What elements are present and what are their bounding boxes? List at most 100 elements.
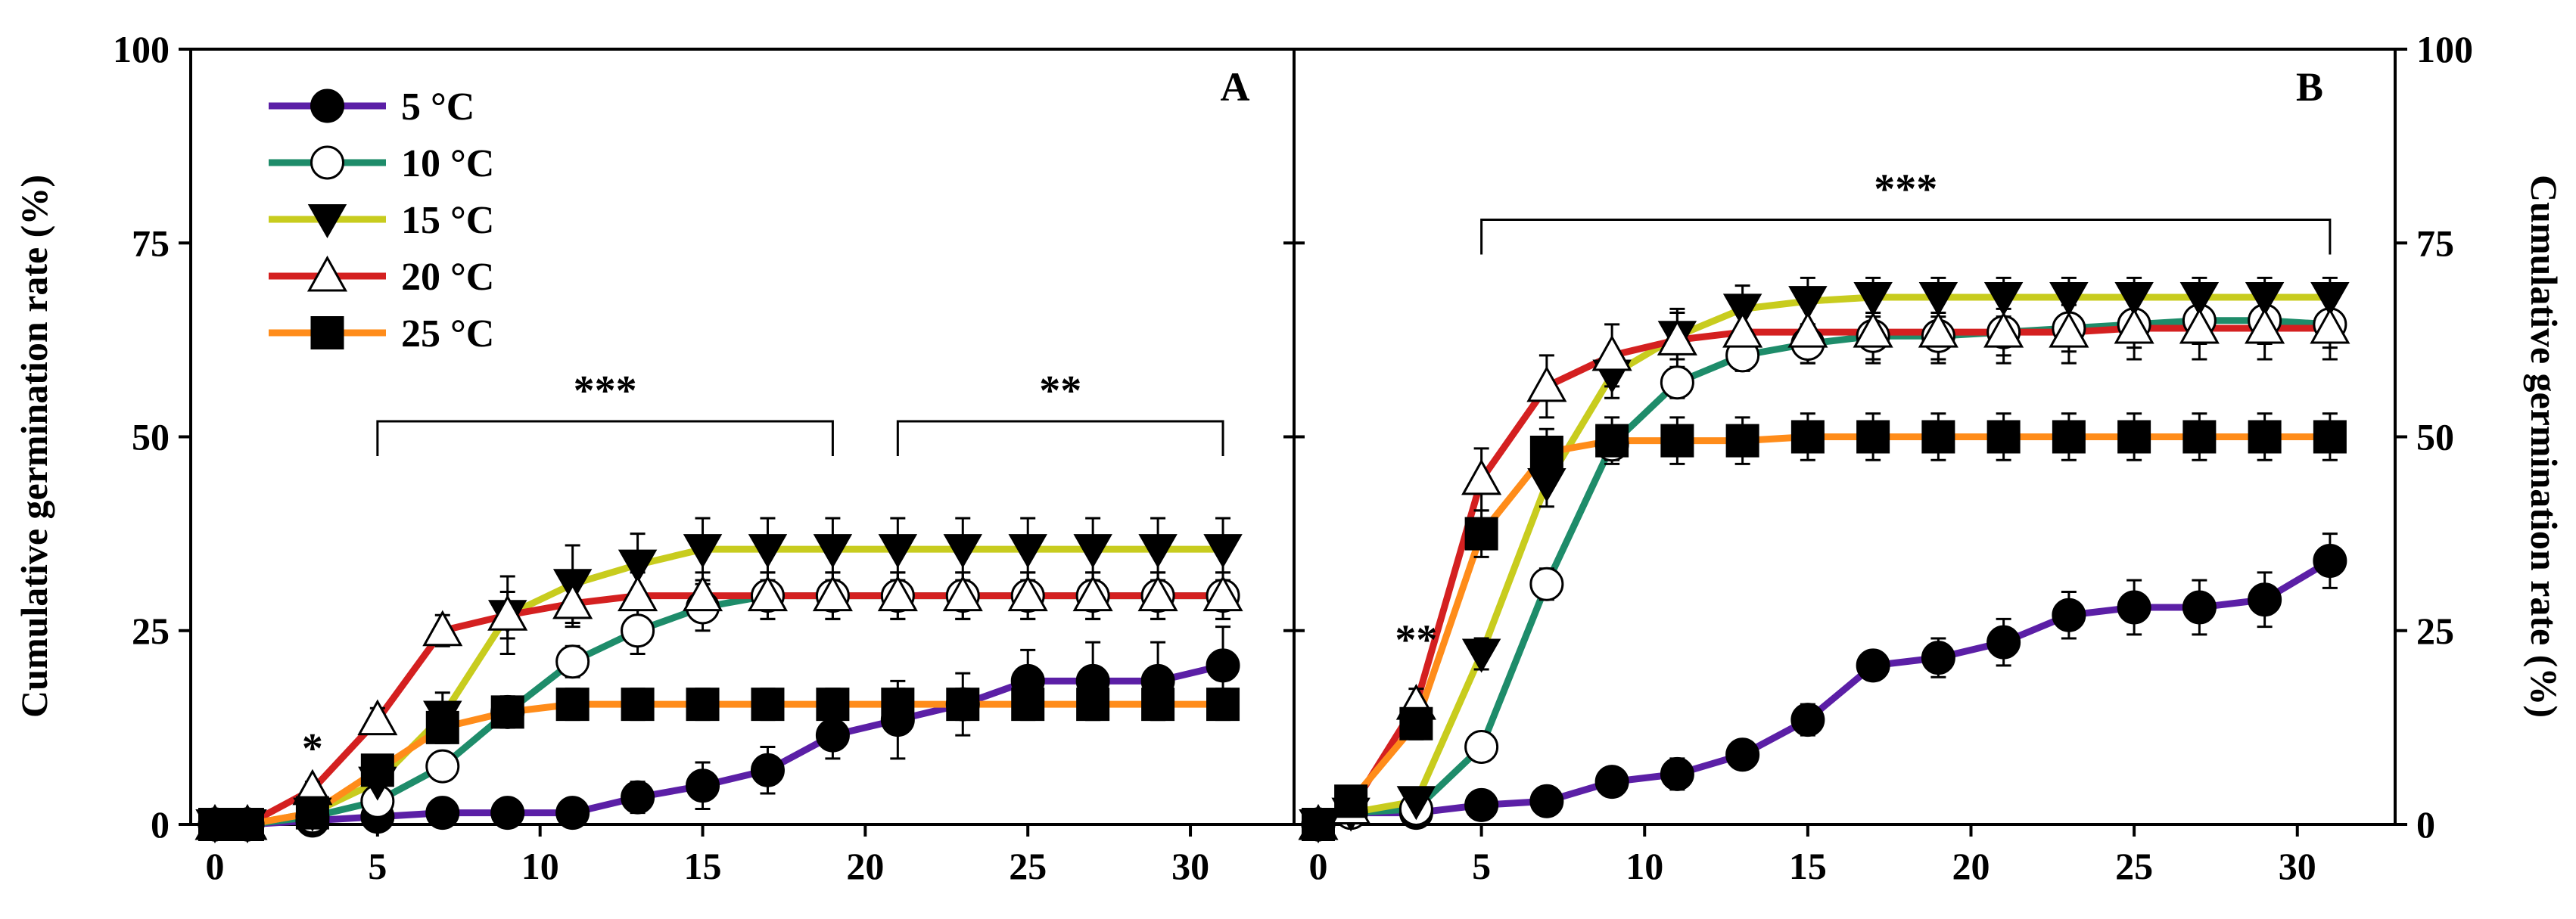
data-point bbox=[1399, 706, 1433, 740]
data-point bbox=[1302, 808, 1335, 841]
panel-a-label: A bbox=[1221, 64, 1250, 110]
data-point bbox=[1657, 319, 1697, 355]
data-point bbox=[1788, 286, 1828, 321]
data-point bbox=[2114, 307, 2154, 344]
data-point bbox=[1072, 575, 1113, 612]
legend-marker bbox=[310, 88, 344, 123]
data-point bbox=[1660, 365, 1694, 400]
x-tick-label: 20 bbox=[1952, 845, 1990, 887]
data-point bbox=[1206, 688, 1240, 722]
data-point bbox=[360, 753, 394, 787]
data-point bbox=[1202, 575, 1243, 612]
data-point bbox=[555, 644, 590, 679]
data-point bbox=[422, 610, 463, 647]
data-point bbox=[2313, 420, 2347, 454]
data-point bbox=[1529, 784, 1564, 818]
data-point bbox=[2310, 307, 2350, 344]
panel-b-label: B bbox=[2296, 64, 2323, 110]
data-point bbox=[878, 534, 918, 569]
legend-label: 5 °C bbox=[401, 85, 474, 129]
y-tick-label: 50 bbox=[132, 416, 170, 458]
data-point bbox=[2182, 590, 2217, 625]
data-point bbox=[2052, 598, 2086, 632]
data-point bbox=[1787, 312, 1828, 348]
data-point bbox=[946, 688, 980, 722]
data-point bbox=[425, 710, 459, 744]
data-point bbox=[1725, 737, 1760, 772]
data-point bbox=[683, 534, 723, 569]
data-point bbox=[1921, 420, 1955, 454]
data-point bbox=[1203, 534, 1243, 569]
data-point bbox=[1464, 517, 1498, 551]
data-point bbox=[198, 808, 232, 841]
data-point bbox=[2114, 282, 2154, 317]
x-tick-label: 10 bbox=[521, 845, 559, 887]
x-tick-label: 0 bbox=[206, 845, 225, 887]
series-markers-3 bbox=[194, 575, 1243, 840]
x-tick-label: 5 bbox=[1472, 845, 1491, 887]
data-point bbox=[1007, 575, 1048, 612]
data-point bbox=[815, 718, 850, 753]
data-point bbox=[1853, 282, 1893, 317]
data-point bbox=[942, 575, 983, 612]
data-point bbox=[1986, 625, 2021, 660]
data-point bbox=[812, 575, 853, 612]
series-markers-4 bbox=[1302, 420, 2347, 841]
data-point bbox=[1594, 765, 1629, 799]
significance-label: *** bbox=[574, 368, 637, 414]
legend: 5 °C 10 °C 15 °C 20 °C 25 °C bbox=[269, 85, 494, 355]
data-point bbox=[1591, 334, 1632, 371]
data-point bbox=[1595, 424, 1629, 458]
data-point bbox=[621, 688, 655, 722]
data-point bbox=[1526, 365, 1567, 402]
legend-entry: 20 °C bbox=[269, 255, 494, 299]
x-tick-label: 15 bbox=[1789, 845, 1827, 887]
x-tick-label: 30 bbox=[2279, 845, 2316, 887]
y-tick-label: 100 bbox=[113, 28, 170, 70]
data-point bbox=[425, 749, 460, 784]
data-point bbox=[747, 575, 789, 612]
data-point bbox=[2248, 582, 2282, 617]
significance-label: ** bbox=[1395, 617, 1437, 664]
legend-entry: 5 °C bbox=[269, 85, 474, 129]
data-point bbox=[1461, 458, 1502, 495]
data-point bbox=[1206, 648, 1240, 683]
x-tick-label: 25 bbox=[1009, 845, 1047, 887]
data-point bbox=[1529, 567, 1564, 601]
data-point bbox=[1334, 784, 1368, 818]
data-point bbox=[1076, 688, 1110, 722]
data-point bbox=[490, 796, 525, 831]
y-tick-label: 50 bbox=[2416, 416, 2454, 458]
data-point bbox=[1073, 534, 1112, 569]
y-axis-title-left: Cumulative germination rate (%) bbox=[13, 175, 55, 718]
data-point bbox=[1983, 312, 2024, 348]
data-point bbox=[877, 575, 918, 612]
data-point bbox=[2049, 282, 2089, 317]
y-tick-label: 100 bbox=[2416, 28, 2473, 70]
data-point bbox=[750, 753, 785, 787]
data-point bbox=[1853, 312, 1893, 348]
data-point bbox=[2179, 282, 2220, 317]
significance-bracket bbox=[896, 420, 1224, 456]
data-point bbox=[2117, 590, 2151, 625]
data-point bbox=[2182, 420, 2217, 454]
series-markers-4 bbox=[198, 688, 1240, 841]
x-tick-label: 5 bbox=[368, 845, 387, 887]
data-point bbox=[1464, 730, 1499, 764]
data-point bbox=[1722, 312, 1763, 348]
significance-label: *** bbox=[1874, 166, 1937, 213]
data-point bbox=[2248, 420, 2282, 454]
data-point bbox=[621, 780, 655, 815]
significance-label: * bbox=[302, 725, 323, 772]
legend-label: 20 °C bbox=[401, 256, 494, 299]
x-tick-label: 0 bbox=[1309, 845, 1328, 887]
data-point bbox=[1856, 420, 1890, 454]
data-point bbox=[1790, 703, 1825, 737]
data-point bbox=[813, 534, 853, 569]
y-axis-title-right: Cumulative germination rate (%) bbox=[2523, 175, 2565, 718]
x-tick-label: 15 bbox=[684, 845, 722, 887]
data-point bbox=[1722, 293, 1762, 328]
data-point bbox=[621, 613, 655, 648]
